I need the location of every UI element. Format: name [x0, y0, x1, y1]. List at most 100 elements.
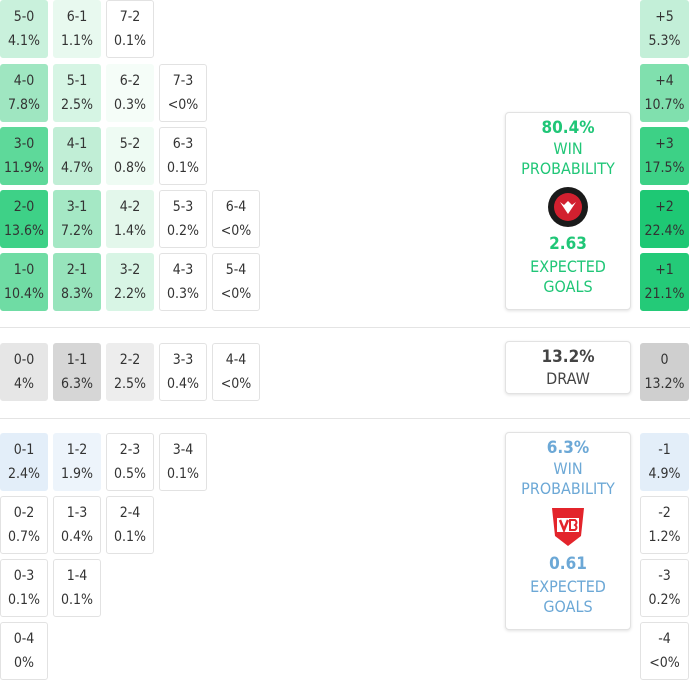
score-cell: 0 13.2%	[640, 343, 689, 401]
team-logo	[506, 503, 630, 551]
goal-diff: -3	[658, 568, 671, 584]
score: 1-0	[13, 262, 35, 278]
score-cell: 5-1 2.5%	[53, 64, 101, 122]
probability: 0.3%	[167, 286, 199, 302]
score: 6-2	[119, 73, 141, 89]
score: 3-4	[172, 442, 194, 458]
probability: 1.2%	[648, 529, 681, 545]
score-cell: 6-1 1.1%	[53, 0, 101, 58]
probability: 10.7%	[644, 97, 685, 113]
score-cell: 4-3 0.3%	[159, 253, 207, 311]
goal-diff: +5	[655, 9, 674, 25]
probability: <0%	[220, 223, 252, 239]
score-cell: 2-1 8.3%	[53, 253, 101, 311]
goal-diff: 0	[660, 352, 669, 368]
probability: 0.1%	[167, 466, 199, 482]
probability: 0.1%	[114, 33, 146, 49]
score-cell: 5-2 0.8%	[106, 127, 154, 185]
draw-probability: 13.2%	[541, 347, 595, 367]
win-probability: 6.3%	[546, 438, 590, 458]
score: 2-0	[13, 199, 35, 215]
score: 3-0	[13, 136, 35, 152]
score-cell: 0-3 0.1%	[0, 559, 48, 617]
score: 3-1	[66, 199, 88, 215]
score: 2-3	[119, 442, 141, 458]
probability: 21.1%	[644, 286, 685, 302]
probability: 7.2%	[61, 223, 93, 239]
score: 0-3	[13, 568, 35, 584]
expected-goals: 2.63	[549, 234, 587, 254]
score-cell: 0-1 2.4%	[0, 433, 48, 491]
probability: 4%	[14, 376, 34, 392]
probability: 17.5%	[644, 160, 685, 176]
score: 7-2	[119, 9, 141, 25]
score: 5-0	[13, 9, 35, 25]
probability: <0%	[649, 655, 680, 671]
score-cell: 3-3 0.4%	[159, 343, 207, 401]
score-cell: -1 4.9%	[640, 433, 689, 491]
score: 4-2	[119, 199, 141, 215]
goal-diff: -2	[658, 505, 671, 521]
score-cell: 1-4 0.1%	[53, 559, 101, 617]
score-cell: 1-3 0.4%	[53, 496, 101, 554]
separator	[0, 327, 690, 328]
probability: 4.1%	[8, 33, 40, 49]
score: 4-3	[172, 262, 194, 278]
score-cell: 6-4 <0%	[212, 190, 260, 248]
summary-box: 13.2% DRAW	[505, 341, 631, 394]
score-cell: 3-2 2.2%	[106, 253, 154, 311]
goal-diff: -4	[658, 631, 671, 647]
score: 2-4	[119, 505, 141, 521]
score-cell: +4 10.7%	[640, 64, 689, 122]
score: 0-2	[13, 505, 35, 521]
score-cell: 2-2 2.5%	[106, 343, 154, 401]
score: 1-1	[66, 352, 88, 368]
xg-label: EXPECTED GOALS	[530, 257, 606, 296]
score: 2-1	[66, 262, 88, 278]
score-cell: 6-3 0.1%	[159, 127, 207, 185]
score-cell: +5 5.3%	[640, 0, 689, 58]
score-cell: 5-4 <0%	[212, 253, 260, 311]
probability: 0%	[14, 655, 34, 671]
goal-diff: +3	[655, 136, 674, 152]
probability: 2.4%	[8, 466, 40, 482]
goal-diff: +1	[655, 262, 674, 278]
probability: 10.4%	[3, 286, 44, 302]
team-logo	[506, 183, 630, 231]
draw-label: DRAW	[546, 369, 590, 388]
score-cell: 1-0 10.4%	[0, 253, 48, 311]
score: 1-2	[66, 442, 88, 458]
probability: 0.5%	[114, 466, 146, 482]
score: 5-2	[119, 136, 141, 152]
score-cell: 2-0 13.6%	[0, 190, 48, 248]
probability: 6.3%	[61, 376, 93, 392]
score-cell: 3-1 7.2%	[53, 190, 101, 248]
score-cell: 7-2 0.1%	[106, 0, 154, 58]
score-cell: 4-2 1.4%	[106, 190, 154, 248]
probability: 22.4%	[644, 223, 685, 239]
probability: 0.8%	[114, 160, 146, 176]
summary-box: 80.4% WIN PROBABILITY 2.63 EXPECTED GOALS	[505, 112, 631, 310]
score: 7-3	[172, 73, 194, 89]
score-cell: +2 22.4%	[640, 190, 689, 248]
score: 6-4	[225, 199, 247, 215]
score: 5-3	[172, 199, 194, 215]
score: 4-1	[66, 136, 88, 152]
probability: 0.2%	[648, 592, 681, 608]
score: 4-0	[13, 73, 35, 89]
score: 5-4	[225, 262, 247, 278]
xg-label: EXPECTED GOALS	[530, 577, 606, 616]
score-cell: 1-2 1.9%	[53, 433, 101, 491]
probability: 8.3%	[61, 286, 93, 302]
score-cell: 5-3 0.2%	[159, 190, 207, 248]
score-cell: 7-3 <0%	[159, 64, 207, 122]
score-cell: 6-2 0.3%	[106, 64, 154, 122]
probability: 0.7%	[8, 529, 40, 545]
score-cell: 2-4 0.1%	[106, 496, 154, 554]
score-cell: 4-4 <0%	[212, 343, 260, 401]
score-cell: 4-0 7.8%	[0, 64, 48, 122]
score-cell: -3 0.2%	[640, 559, 689, 617]
probability: 1.9%	[61, 466, 93, 482]
win-label: WIN PROBABILITY	[521, 459, 615, 498]
score-cell: 0-2 0.7%	[0, 496, 48, 554]
